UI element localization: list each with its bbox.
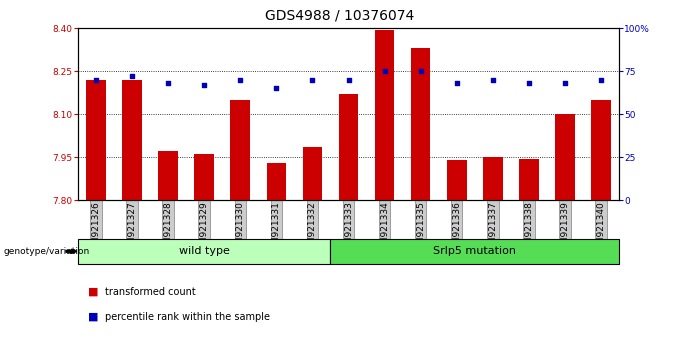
Bar — [194, 154, 214, 200]
Bar — [158, 152, 178, 200]
Bar — [86, 80, 106, 200]
Bar — [122, 80, 142, 200]
Text: ■: ■ — [88, 312, 99, 322]
Bar — [339, 94, 358, 200]
Text: ■: ■ — [88, 287, 99, 297]
Bar — [303, 147, 322, 200]
Point — [235, 77, 246, 83]
Point — [343, 77, 354, 83]
Bar — [411, 48, 430, 200]
Point — [271, 86, 282, 91]
Bar — [519, 159, 539, 200]
Point — [90, 77, 102, 83]
Point — [559, 80, 570, 86]
Bar — [231, 100, 250, 200]
Text: wild type: wild type — [179, 246, 230, 256]
Point — [379, 68, 390, 74]
Text: genotype/variation: genotype/variation — [3, 247, 90, 256]
Point — [524, 80, 534, 86]
Point — [307, 77, 318, 83]
Point — [487, 77, 498, 83]
Point — [596, 77, 607, 83]
Bar — [555, 114, 575, 200]
Text: GDS4988 / 10376074: GDS4988 / 10376074 — [265, 9, 415, 23]
Bar — [591, 100, 611, 200]
Point — [199, 82, 209, 88]
Point — [126, 74, 137, 79]
Bar — [375, 30, 394, 200]
Text: percentile rank within the sample: percentile rank within the sample — [105, 312, 271, 322]
Point — [415, 68, 426, 74]
Bar — [483, 157, 503, 200]
Point — [452, 80, 462, 86]
Text: transformed count: transformed count — [105, 287, 196, 297]
Bar — [447, 160, 466, 200]
Text: Srlp5 mutation: Srlp5 mutation — [433, 246, 516, 256]
Bar — [267, 163, 286, 200]
Point — [163, 80, 174, 86]
